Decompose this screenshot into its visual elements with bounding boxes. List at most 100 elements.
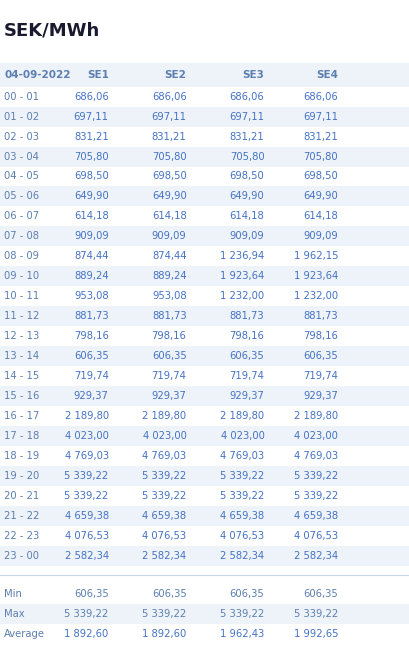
Text: 881,73: 881,73 — [229, 311, 264, 322]
Text: 705,80: 705,80 — [229, 151, 264, 162]
Text: 705,80: 705,80 — [152, 151, 186, 162]
Bar — [0, 186, 409, 206]
Text: 5 339,22: 5 339,22 — [142, 491, 186, 501]
Bar — [0, 466, 409, 486]
Text: Max: Max — [4, 609, 25, 619]
Text: 2 189,80: 2 189,80 — [142, 411, 186, 422]
Text: Average: Average — [4, 629, 45, 639]
Text: 13 - 14: 13 - 14 — [4, 351, 39, 362]
Text: SE1: SE1 — [87, 70, 108, 80]
Text: 2 582,34: 2 582,34 — [142, 551, 186, 561]
Text: 1 962,43: 1 962,43 — [220, 629, 264, 639]
Text: 14 - 15: 14 - 15 — [4, 371, 39, 382]
Text: 4 023,00: 4 023,00 — [294, 431, 337, 442]
Text: 04 - 05: 04 - 05 — [4, 171, 39, 182]
Text: 4 076,53: 4 076,53 — [293, 531, 337, 541]
Text: 4 769,03: 4 769,03 — [64, 451, 108, 462]
Text: 909,09: 909,09 — [229, 231, 264, 242]
Text: 698,50: 698,50 — [151, 171, 186, 182]
Text: 606,35: 606,35 — [74, 589, 108, 599]
Text: 5 339,22: 5 339,22 — [64, 471, 108, 482]
Text: 909,09: 909,09 — [74, 231, 108, 242]
Text: 686,06: 686,06 — [303, 91, 337, 102]
Text: 1 232,00: 1 232,00 — [220, 291, 264, 302]
Bar — [0, 266, 409, 286]
Text: 5 339,22: 5 339,22 — [293, 471, 337, 482]
Text: 698,50: 698,50 — [303, 171, 337, 182]
Text: 21 - 22: 21 - 22 — [4, 511, 39, 521]
Text: SE3: SE3 — [242, 70, 264, 80]
Text: 4 659,38: 4 659,38 — [220, 511, 264, 521]
Text: 614,18: 614,18 — [303, 211, 337, 222]
Text: 881,73: 881,73 — [74, 311, 108, 322]
Text: 05 - 06: 05 - 06 — [4, 191, 39, 202]
Bar — [0, 127, 409, 147]
Bar — [0, 87, 409, 107]
Text: 606,35: 606,35 — [229, 589, 264, 599]
Bar — [0, 286, 409, 306]
Text: 08 - 09: 08 - 09 — [4, 251, 39, 262]
Text: 2 189,80: 2 189,80 — [293, 411, 337, 422]
Text: 697,11: 697,11 — [151, 111, 186, 122]
Text: 4 076,53: 4 076,53 — [220, 531, 264, 541]
Text: 649,90: 649,90 — [229, 191, 264, 202]
Text: 4 023,00: 4 023,00 — [65, 431, 108, 442]
Text: 606,35: 606,35 — [74, 351, 108, 362]
Text: 20 - 21: 20 - 21 — [4, 491, 39, 501]
Text: 953,08: 953,08 — [152, 291, 186, 302]
Text: 5 339,22: 5 339,22 — [142, 471, 186, 482]
Text: 02 - 03: 02 - 03 — [4, 131, 39, 142]
Text: 5 339,22: 5 339,22 — [220, 609, 264, 619]
Text: 10 - 11: 10 - 11 — [4, 291, 39, 302]
Text: 16 - 17: 16 - 17 — [4, 411, 39, 422]
Text: 01 - 02: 01 - 02 — [4, 111, 39, 122]
Text: 04-09-2022: 04-09-2022 — [4, 70, 70, 80]
Bar — [0, 246, 409, 266]
Text: 1 892,60: 1 892,60 — [142, 629, 186, 639]
Text: 606,35: 606,35 — [303, 589, 337, 599]
Text: 23 - 00: 23 - 00 — [4, 551, 39, 561]
Text: 606,35: 606,35 — [151, 351, 186, 362]
Bar — [0, 63, 409, 87]
Text: 2 189,80: 2 189,80 — [64, 411, 108, 422]
Text: 5 339,22: 5 339,22 — [64, 609, 108, 619]
Text: 5 339,22: 5 339,22 — [220, 491, 264, 501]
Bar — [0, 526, 409, 546]
Text: 1 923,64: 1 923,64 — [293, 271, 337, 282]
Text: 909,09: 909,09 — [303, 231, 337, 242]
Text: 953,08: 953,08 — [74, 291, 108, 302]
Text: 5 339,22: 5 339,22 — [220, 471, 264, 482]
Text: 719,74: 719,74 — [229, 371, 264, 382]
Text: 798,16: 798,16 — [229, 331, 264, 342]
Text: 719,74: 719,74 — [151, 371, 186, 382]
Text: 4 659,38: 4 659,38 — [293, 511, 337, 521]
Text: 03 - 04: 03 - 04 — [4, 151, 39, 162]
Text: 4 076,53: 4 076,53 — [142, 531, 186, 541]
Bar — [0, 346, 409, 366]
Text: 881,73: 881,73 — [152, 311, 186, 322]
Text: 874,44: 874,44 — [74, 251, 108, 262]
Text: 686,06: 686,06 — [229, 91, 264, 102]
Bar — [0, 446, 409, 466]
Text: 4 023,00: 4 023,00 — [142, 431, 186, 442]
Text: 2 582,34: 2 582,34 — [64, 551, 108, 561]
Text: 606,35: 606,35 — [151, 589, 186, 599]
Text: 798,16: 798,16 — [303, 331, 337, 342]
Text: 17 - 18: 17 - 18 — [4, 431, 39, 442]
Text: 5 339,22: 5 339,22 — [142, 609, 186, 619]
Bar — [0, 147, 409, 166]
Bar — [0, 226, 409, 246]
Text: 831,21: 831,21 — [151, 131, 186, 142]
Bar — [0, 386, 409, 406]
Text: 705,80: 705,80 — [74, 151, 108, 162]
Text: 4 769,03: 4 769,03 — [142, 451, 186, 462]
Text: 889,24: 889,24 — [152, 271, 186, 282]
Text: 929,37: 929,37 — [74, 391, 108, 402]
Bar — [0, 306, 409, 326]
Text: 614,18: 614,18 — [74, 211, 108, 222]
Text: 705,80: 705,80 — [303, 151, 337, 162]
Bar — [0, 206, 409, 226]
Text: 00 - 01: 00 - 01 — [4, 91, 39, 102]
Text: 4 659,38: 4 659,38 — [142, 511, 186, 521]
Text: SE2: SE2 — [164, 70, 186, 80]
